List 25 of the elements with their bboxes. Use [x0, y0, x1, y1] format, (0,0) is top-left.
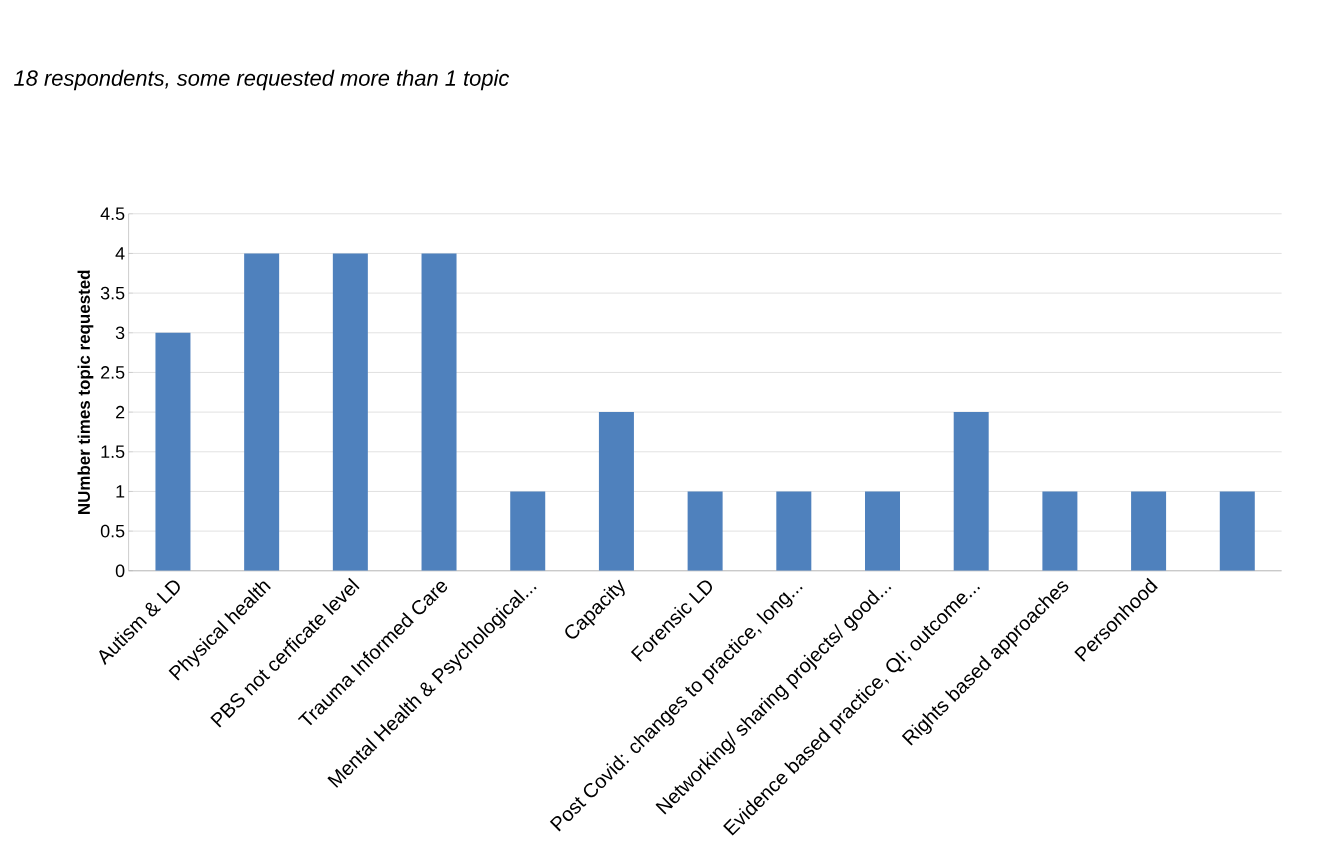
- y-tick-label: 4: [115, 247, 125, 260]
- y-tick-label: 1.5: [101, 445, 125, 459]
- bar: [953, 412, 989, 571]
- bar: [776, 491, 812, 571]
- y-tick-label: 0.5: [100, 524, 125, 538]
- y-tick-label: 1: [116, 485, 125, 498]
- y-tick-label: 0: [115, 564, 125, 578]
- y-axis-title: NUmber times topic requested: [77, 270, 94, 514]
- bar: [1131, 491, 1167, 571]
- y-tick-label: 2: [116, 405, 125, 419]
- bar: [687, 491, 723, 571]
- bar: [332, 253, 368, 571]
- bar: [510, 491, 546, 571]
- chart-title: 18 respondents, some requested more than 1 topic: [14, 69, 510, 91]
- bar: [1042, 491, 1078, 571]
- bar: [421, 253, 457, 571]
- y-tick-label: 2.5: [101, 366, 125, 379]
- bar: [598, 412, 634, 571]
- y-tick-label: 4.5: [100, 207, 125, 221]
- y-tick-label: 3.5: [100, 286, 125, 300]
- y-tick-label: 3: [115, 326, 125, 340]
- bar: [865, 491, 900, 571]
- bar: [244, 253, 280, 571]
- bar: [1219, 491, 1255, 571]
- bar: [155, 332, 191, 571]
